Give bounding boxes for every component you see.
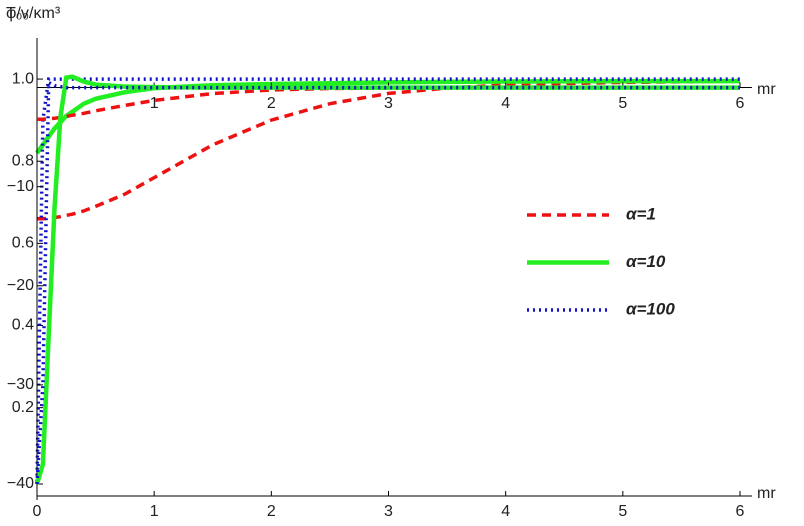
x-tick-label: 3 (384, 503, 393, 520)
y-tick-label: 0.8 (12, 152, 34, 169)
legend-label: α=1 (626, 204, 656, 223)
y-tick-label: 0.4 (12, 317, 34, 334)
x-tick-label: 5 (618, 95, 627, 112)
y-tick-label: 0.6 (12, 235, 34, 252)
x-tick-label: 4 (501, 503, 510, 520)
y-tick-label: −10 (7, 178, 34, 195)
x-tick-label: 4 (501, 95, 510, 112)
legend-label: α=10 (626, 252, 666, 271)
y-tick-label: −30 (7, 376, 34, 393)
x-tick-label: 6 (736, 95, 745, 112)
x-tick-label: 3 (384, 95, 393, 112)
x-tick-label: 6 (736, 503, 745, 520)
x-tick-label: 1 (150, 95, 159, 112)
y-axis-label: φ/v (6, 5, 29, 22)
y-axis-label: T₀₀/κm³ (6, 5, 61, 22)
x-tick-label: 0 (33, 503, 42, 520)
series-line (35, 78, 740, 155)
x-tick-label: 2 (267, 95, 276, 112)
y-tick-label: −20 (7, 277, 34, 294)
x-axis-label: mr (757, 81, 776, 98)
series-line (34, 74, 740, 485)
y-tick-label: 0.2 (12, 399, 34, 416)
y-tick-label: −40 (7, 475, 34, 492)
y-tick-label: 1.0 (12, 70, 34, 87)
x-tick-label: 1 (150, 503, 159, 520)
legend-label: α=100 (626, 299, 675, 318)
series-line (35, 77, 740, 482)
x-axis-label: mr (757, 485, 776, 502)
series-line (35, 79, 740, 485)
x-tick-label: 2 (267, 503, 276, 520)
x-tick-label: 5 (618, 503, 627, 520)
